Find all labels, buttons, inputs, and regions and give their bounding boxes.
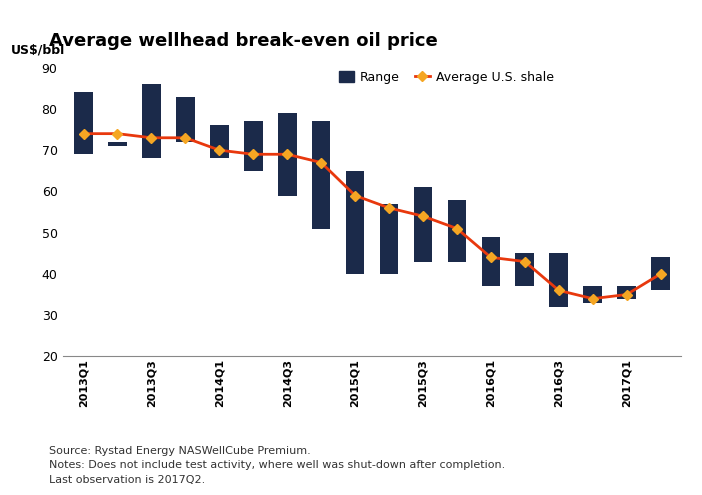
Bar: [176, 97, 194, 142]
Bar: [550, 253, 568, 307]
Bar: [210, 125, 229, 158]
Bar: [413, 187, 432, 261]
Bar: [346, 171, 364, 274]
Bar: [617, 286, 636, 298]
Bar: [448, 199, 466, 261]
Text: Average wellhead break-even oil price: Average wellhead break-even oil price: [49, 32, 438, 50]
Bar: [651, 257, 670, 291]
Bar: [74, 93, 93, 154]
Bar: [244, 121, 263, 171]
Bar: [142, 84, 161, 158]
Bar: [515, 253, 534, 286]
Legend: Range, Average U.S. shale: Range, Average U.S. shale: [333, 66, 559, 89]
Bar: [278, 113, 296, 196]
Bar: [482, 237, 501, 286]
Bar: [583, 286, 602, 303]
Bar: [108, 142, 127, 146]
Text: US$/bbl: US$/bbl: [11, 44, 65, 56]
Text: Source: Rystad Energy NASWellCube Premium.
Notes: Does not include test activity: Source: Rystad Energy NASWellCube Premiu…: [49, 446, 505, 485]
Bar: [380, 204, 398, 274]
Bar: [312, 121, 331, 229]
